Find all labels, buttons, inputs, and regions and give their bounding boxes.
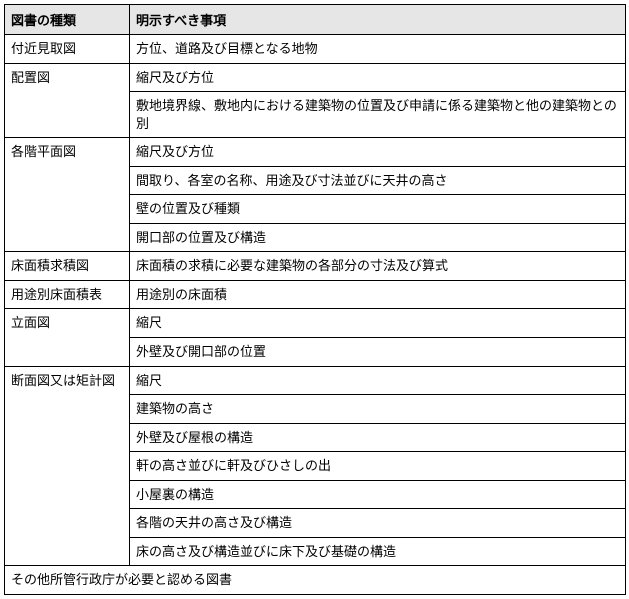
category-cell: 各階平面図 — [5, 138, 130, 252]
footer-cell: その他所管行政庁が必要と認める図書 — [5, 566, 626, 595]
category-cell: 立面図 — [5, 309, 130, 366]
category-cell: 付近見取図 — [5, 35, 130, 64]
item-cell: 縮尺 — [130, 309, 626, 338]
item-cell: 軒の高さ並びに軒及びひさしの出 — [130, 452, 626, 481]
item-cell: 方位、道路及び目標となる地物 — [130, 35, 626, 64]
table-row: 断面図又は矩計図 縮尺 — [5, 366, 626, 395]
item-cell: 小屋裏の構造 — [130, 480, 626, 509]
item-cell: 間取り、各室の名称、用途及び寸法並びに天井の高さ — [130, 166, 626, 195]
table-row: 立面図 縮尺 — [5, 309, 626, 338]
category-cell: 断面図又は矩計図 — [5, 366, 130, 566]
table-row: 用途別床面積表 用途別の床面積 — [5, 280, 626, 309]
table-row: 床面積求積図 床面積の求積に必要な建築物の各部分の寸法及び算式 — [5, 252, 626, 281]
table-row: 各階平面図 縮尺及び方位 — [5, 138, 626, 167]
item-cell: 外壁及び屋根の構造 — [130, 423, 626, 452]
item-cell: 建築物の高さ — [130, 395, 626, 424]
item-cell: 縮尺 — [130, 366, 626, 395]
category-cell: 配置図 — [5, 63, 130, 138]
table-header-row: 図書の種類 明示すべき事項 — [5, 5, 626, 35]
table-row: 付近見取図 方位、道路及び目標となる地物 — [5, 35, 626, 64]
table-footer-row: その他所管行政庁が必要と認める図書 — [5, 566, 626, 595]
item-cell: 壁の位置及び種類 — [130, 195, 626, 224]
category-cell: 床面積求積図 — [5, 252, 130, 281]
item-cell: 開口部の位置及び構造 — [130, 223, 626, 252]
item-cell: 床面積の求積に必要な建築物の各部分の寸法及び算式 — [130, 252, 626, 281]
item-cell: 用途別の床面積 — [130, 280, 626, 309]
table-row: 配置図 縮尺及び方位 — [5, 63, 626, 92]
item-cell: 縮尺及び方位 — [130, 63, 626, 92]
item-cell: 外壁及び開口部の位置 — [130, 338, 626, 367]
category-cell: 用途別床面積表 — [5, 280, 130, 309]
item-cell: 床の高さ及び構造並びに床下及び基礎の構造 — [130, 537, 626, 566]
header-col-type: 図書の種類 — [5, 5, 130, 35]
item-cell: 縮尺及び方位 — [130, 138, 626, 167]
item-cell: 敷地境界線、敷地内における建築物の位置及び申請に係る建築物と他の建築物との別 — [130, 92, 626, 138]
document-spec-table: 図書の種類 明示すべき事項 付近見取図 方位、道路及び目標となる地物 配置図 縮… — [4, 4, 626, 595]
header-col-items: 明示すべき事項 — [130, 5, 626, 35]
item-cell: 各階の天井の高さ及び構造 — [130, 509, 626, 538]
